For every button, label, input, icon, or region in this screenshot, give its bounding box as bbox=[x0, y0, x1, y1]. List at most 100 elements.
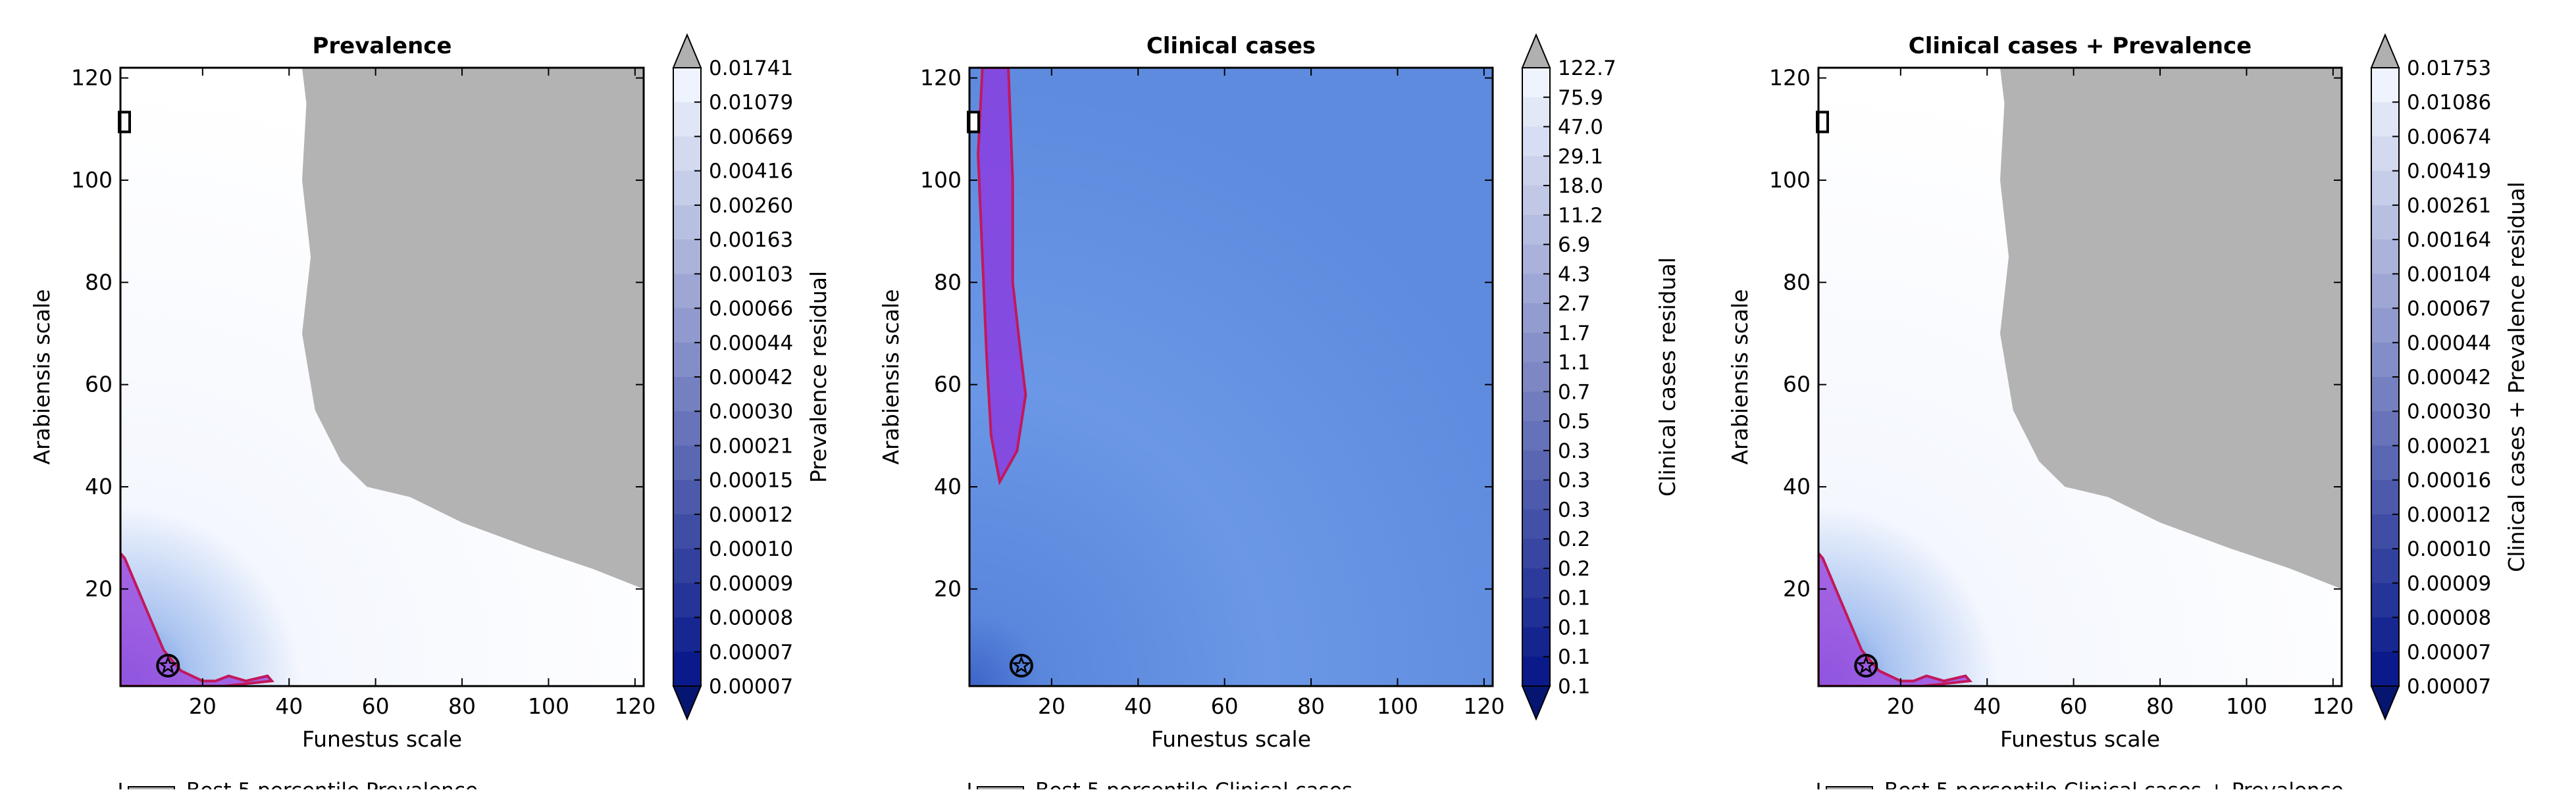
chart-title: Prevalence bbox=[313, 33, 452, 59]
colorbar-band bbox=[673, 411, 701, 446]
colorbar-tick-label: 0.00021 bbox=[709, 434, 793, 458]
best-5pct-region bbox=[977, 68, 1027, 486]
chart-panel-3: 20 40 60 80 100 120 20 40 60 80 100 120 Clinical cas… bbox=[1727, 33, 2529, 792]
legend-label: Best 5 percentile Prevalence bbox=[186, 779, 478, 789]
colorbar-band bbox=[673, 274, 701, 309]
colorbar-band bbox=[673, 308, 701, 343]
x-tick-label: 40 bbox=[1124, 693, 1152, 719]
colorbar-band bbox=[1522, 627, 1550, 657]
colorbar-band bbox=[2371, 445, 2399, 481]
colorbar-band bbox=[1522, 214, 1550, 245]
axes-frame bbox=[119, 66, 645, 687]
colorbar-tick-label: 0.00012 bbox=[709, 503, 793, 527]
colorbar-tick-label: 2.7 bbox=[1558, 292, 1590, 316]
legend-swatch bbox=[1826, 786, 1873, 792]
colorbar-tick-label: 0.00103 bbox=[709, 262, 793, 286]
colorbar-band bbox=[1522, 97, 1550, 128]
colorbar-band bbox=[1522, 597, 1550, 628]
colorbar-tick-label: 0.01753 bbox=[2407, 57, 2491, 80]
colorbar-tick-label: 4.3 bbox=[1558, 262, 1590, 286]
colorbar-band bbox=[673, 170, 701, 206]
legend: Best 5 percentile Clinical cases + Preva… bbox=[1817, 779, 2344, 792]
colorbar-band bbox=[1522, 480, 1550, 510]
colorbar-tick-label: 75.9 bbox=[1558, 86, 1603, 110]
y-axis-label: Arabiensis scale bbox=[878, 289, 904, 465]
colorbar-band bbox=[673, 651, 701, 687]
y-tick-label: 40 bbox=[85, 474, 113, 499]
x-tick-label: 20 bbox=[1887, 693, 1915, 719]
colorbar-band bbox=[1522, 332, 1550, 363]
x-tick-label: 100 bbox=[528, 693, 569, 719]
x-tick-label: 120 bbox=[614, 693, 656, 719]
legend-label: Best 5 percentile Clinical cases bbox=[1035, 779, 1352, 789]
colorbar-frame bbox=[1522, 67, 1551, 687]
colorbar-tick-label: 0.00044 bbox=[2407, 332, 2491, 355]
colorbar-tick-label: 0.3 bbox=[1558, 469, 1590, 493]
colorbar-label: Clinical cases residual bbox=[1655, 257, 1680, 497]
colorbar-tick-label: 0.01086 bbox=[2407, 91, 2491, 114]
colorbar-band bbox=[1522, 156, 1550, 186]
y-tick-label: 80 bbox=[934, 269, 962, 295]
y-tick-label: 100 bbox=[920, 167, 962, 193]
colorbar-tick-label: 0.00163 bbox=[709, 228, 793, 252]
colorbar-band bbox=[1522, 303, 1550, 334]
y-tick-label: 120 bbox=[71, 65, 113, 91]
x-tick-label: 120 bbox=[1463, 693, 1505, 719]
colorbar-tick-label: 0.00021 bbox=[2407, 434, 2491, 458]
plot-area bbox=[969, 68, 1493, 686]
colorbar-tick-label: 0.00042 bbox=[709, 366, 793, 389]
colorbar-band bbox=[2371, 102, 2399, 137]
colorbar-band bbox=[1522, 244, 1550, 274]
undefined-region bbox=[2000, 68, 2342, 589]
y-tick-label: 100 bbox=[1769, 167, 1811, 193]
colorbar-tick-label: 0.00674 bbox=[2407, 125, 2491, 149]
axes-frame bbox=[1817, 66, 2343, 687]
colorbar-tick-label: 0.1 bbox=[1558, 645, 1590, 669]
y-tick-label: 40 bbox=[934, 474, 962, 499]
colorbar-band bbox=[673, 68, 701, 103]
colorbar-tick-label: 0.00015 bbox=[709, 469, 793, 493]
x-tick-label: 40 bbox=[1973, 693, 2001, 719]
colorbar-tick-label: 0.00067 bbox=[2407, 297, 2491, 321]
colorbar: 0.01741 0.01079 0.00669 0.00416 0.00260 0.001… bbox=[672, 33, 831, 721]
best-point-star bbox=[1856, 655, 1876, 674]
x-axis-label: Funestus scale bbox=[2000, 726, 2160, 752]
y-tick-label: 20 bbox=[1783, 576, 1811, 601]
colorbar-band bbox=[2371, 549, 2399, 583]
colorbar-band bbox=[673, 102, 701, 137]
colorbar-band bbox=[2371, 136, 2399, 172]
edge-marker bbox=[118, 111, 131, 134]
chart-title: Clinical cases + Prevalence bbox=[1909, 33, 2252, 59]
legend: Best 5 percentile Prevalence bbox=[119, 779, 478, 792]
colorbar-tick-label: 0.00066 bbox=[709, 297, 793, 321]
colorbar-tick-label: 0.00010 bbox=[2407, 537, 2491, 561]
colorbar-tick-label: 0.00010 bbox=[709, 537, 793, 561]
y-tick-label: 100 bbox=[71, 167, 113, 193]
y-tick-label: 60 bbox=[934, 372, 962, 397]
colorbar-tick-label: 29.1 bbox=[1558, 145, 1603, 168]
colorbar-band bbox=[2371, 617, 2399, 653]
colorbar-tick-label: 0.3 bbox=[1558, 498, 1590, 522]
colorbar-extend-top bbox=[2370, 33, 2400, 68]
colorbar-band bbox=[673, 377, 701, 412]
colorbar: 0.01753 0.01086 0.00674 0.00419 0.00261 0.001… bbox=[2370, 33, 2529, 721]
plot-area bbox=[120, 68, 644, 686]
colorbar-band bbox=[673, 617, 701, 653]
colorbar-tick-label: 18.0 bbox=[1558, 174, 1603, 198]
y-axis-label: Arabiensis scale bbox=[29, 289, 55, 465]
colorbar-tick-label: 11.2 bbox=[1558, 204, 1603, 228]
colorbar-tick-label: 0.00016 bbox=[2407, 469, 2491, 493]
x-tick-label: 60 bbox=[2060, 693, 2088, 719]
legend: Best 5 percentile Clinical cases bbox=[968, 779, 1352, 792]
colorbar-tick-label: 0.00419 bbox=[2407, 160, 2491, 184]
undefined-region bbox=[302, 68, 644, 589]
colorbar-band bbox=[2371, 480, 2399, 515]
colorbar-band bbox=[2371, 205, 2399, 240]
colorbar-tick-label: 0.00007 bbox=[2407, 675, 2491, 699]
best-point-marker bbox=[1854, 653, 1878, 678]
colorbar-band bbox=[673, 239, 701, 274]
colorbar-band bbox=[1522, 539, 1550, 569]
colorbar-tick-label: 0.00007 bbox=[709, 641, 793, 664]
colorbar-extend-top bbox=[1521, 33, 1551, 68]
colorbar-tick-label: 0.1 bbox=[1558, 587, 1590, 610]
